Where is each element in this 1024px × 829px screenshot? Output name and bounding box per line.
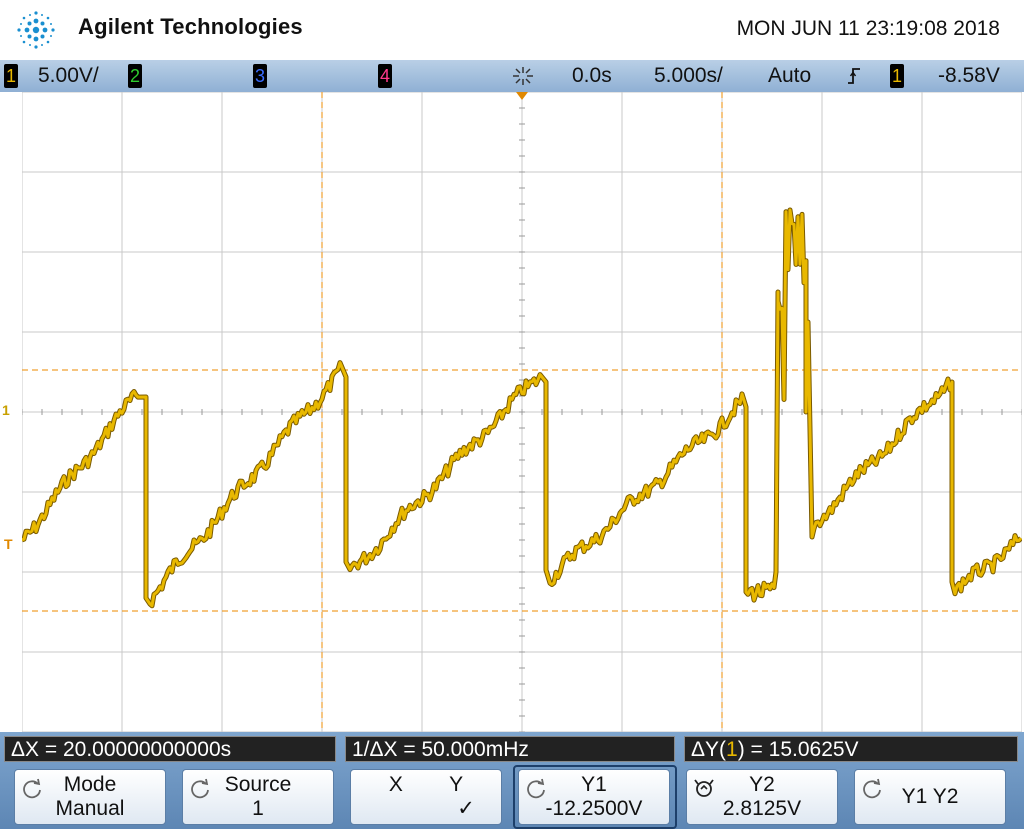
channel-1-ground-marker[interactable]: 1 bbox=[2, 402, 10, 418]
delta-y-channel: 1 bbox=[726, 738, 738, 761]
y2-softkey-label: Y2 bbox=[749, 773, 775, 796]
xy-softkey[interactable]: X Y ✓ bbox=[350, 769, 502, 825]
rotate-knob-icon bbox=[863, 778, 881, 799]
softkey-y1-selection-frame bbox=[513, 765, 677, 829]
channel-1-trace bbox=[22, 208, 1022, 608]
trigger-position-marker bbox=[516, 92, 528, 100]
rising-edge-icon bbox=[848, 68, 860, 84]
scope-grid bbox=[22, 92, 1022, 732]
mode-softkey-value: Manual bbox=[55, 797, 125, 820]
channel-1-scale: 5.00V/ bbox=[38, 64, 99, 87]
datetime: MON JUN 11 23:19:08 2018 bbox=[736, 17, 1000, 40]
y1-softkey-label: Y1 bbox=[581, 773, 607, 796]
active-knob-icon bbox=[694, 779, 714, 797]
source-softkey[interactable]: Source 1 bbox=[182, 769, 334, 825]
channel-4-indicator[interactable]: 4 bbox=[378, 64, 392, 88]
y1-softkey[interactable]: Y1 -12.2500V bbox=[518, 769, 670, 825]
mode-softkey-label: Mode bbox=[63, 773, 117, 796]
waveform-display[interactable] bbox=[22, 92, 1022, 732]
rotate-knob-icon bbox=[527, 778, 545, 799]
channel-1-indicator[interactable]: 1 bbox=[4, 64, 18, 88]
y2-softkey[interactable]: Y2 2.8125V bbox=[686, 769, 838, 825]
time-scale: 5.000s/ bbox=[654, 64, 723, 87]
delta-y-value: ) = 15.0625V bbox=[737, 738, 859, 761]
agilent-spark-logo bbox=[17, 11, 55, 49]
delta-y-readout: ΔY(1) = 15.0625V bbox=[684, 736, 1018, 762]
y1-y2-softkey-label: Y1 Y2 bbox=[901, 785, 959, 808]
delta-x-readout: ΔX = 20.00000000000s bbox=[4, 736, 336, 762]
y1-softkey-value: -12.2500V bbox=[545, 797, 643, 820]
trigger-mode: Auto bbox=[768, 64, 812, 87]
status-bar: 1 5.00V/ 2 3 4 0.0s 5.000s/ Auto 1 -8.58… bbox=[0, 60, 1024, 92]
inverse-delta-x-readout: 1/ΔX = 50.000mHz bbox=[345, 736, 675, 762]
trigger-source-indicator[interactable]: 1 bbox=[890, 64, 904, 88]
rotate-knob-icon bbox=[191, 778, 209, 799]
trigger-position-icon bbox=[513, 67, 533, 85]
time-delay: 0.0s bbox=[572, 64, 612, 87]
xy-softkey-checkmark: ✓ bbox=[457, 797, 475, 820]
trigger-level: -8.58V bbox=[938, 64, 1000, 87]
y2-softkey-value: 2.8125V bbox=[722, 797, 802, 820]
xy-softkey-label: X Y bbox=[388, 773, 464, 796]
channel-3-indicator[interactable]: 3 bbox=[253, 64, 267, 88]
mode-softkey[interactable]: Mode Manual bbox=[14, 769, 166, 825]
trigger-level-marker[interactable]: T bbox=[4, 536, 13, 552]
delta-y-prefix: ΔY( bbox=[691, 738, 727, 761]
channel-2-indicator[interactable]: 2 bbox=[128, 64, 142, 88]
rotate-knob-icon bbox=[23, 778, 41, 799]
y1-y2-softkey[interactable]: Y1 Y2 bbox=[854, 769, 1006, 825]
source-softkey-label: Source bbox=[224, 773, 292, 796]
brand-name: Agilent Technologies bbox=[78, 14, 303, 39]
header: Agilent Technologies MON JUN 11 23:19:08… bbox=[0, 0, 1024, 60]
source-softkey-value: 1 bbox=[252, 797, 264, 820]
